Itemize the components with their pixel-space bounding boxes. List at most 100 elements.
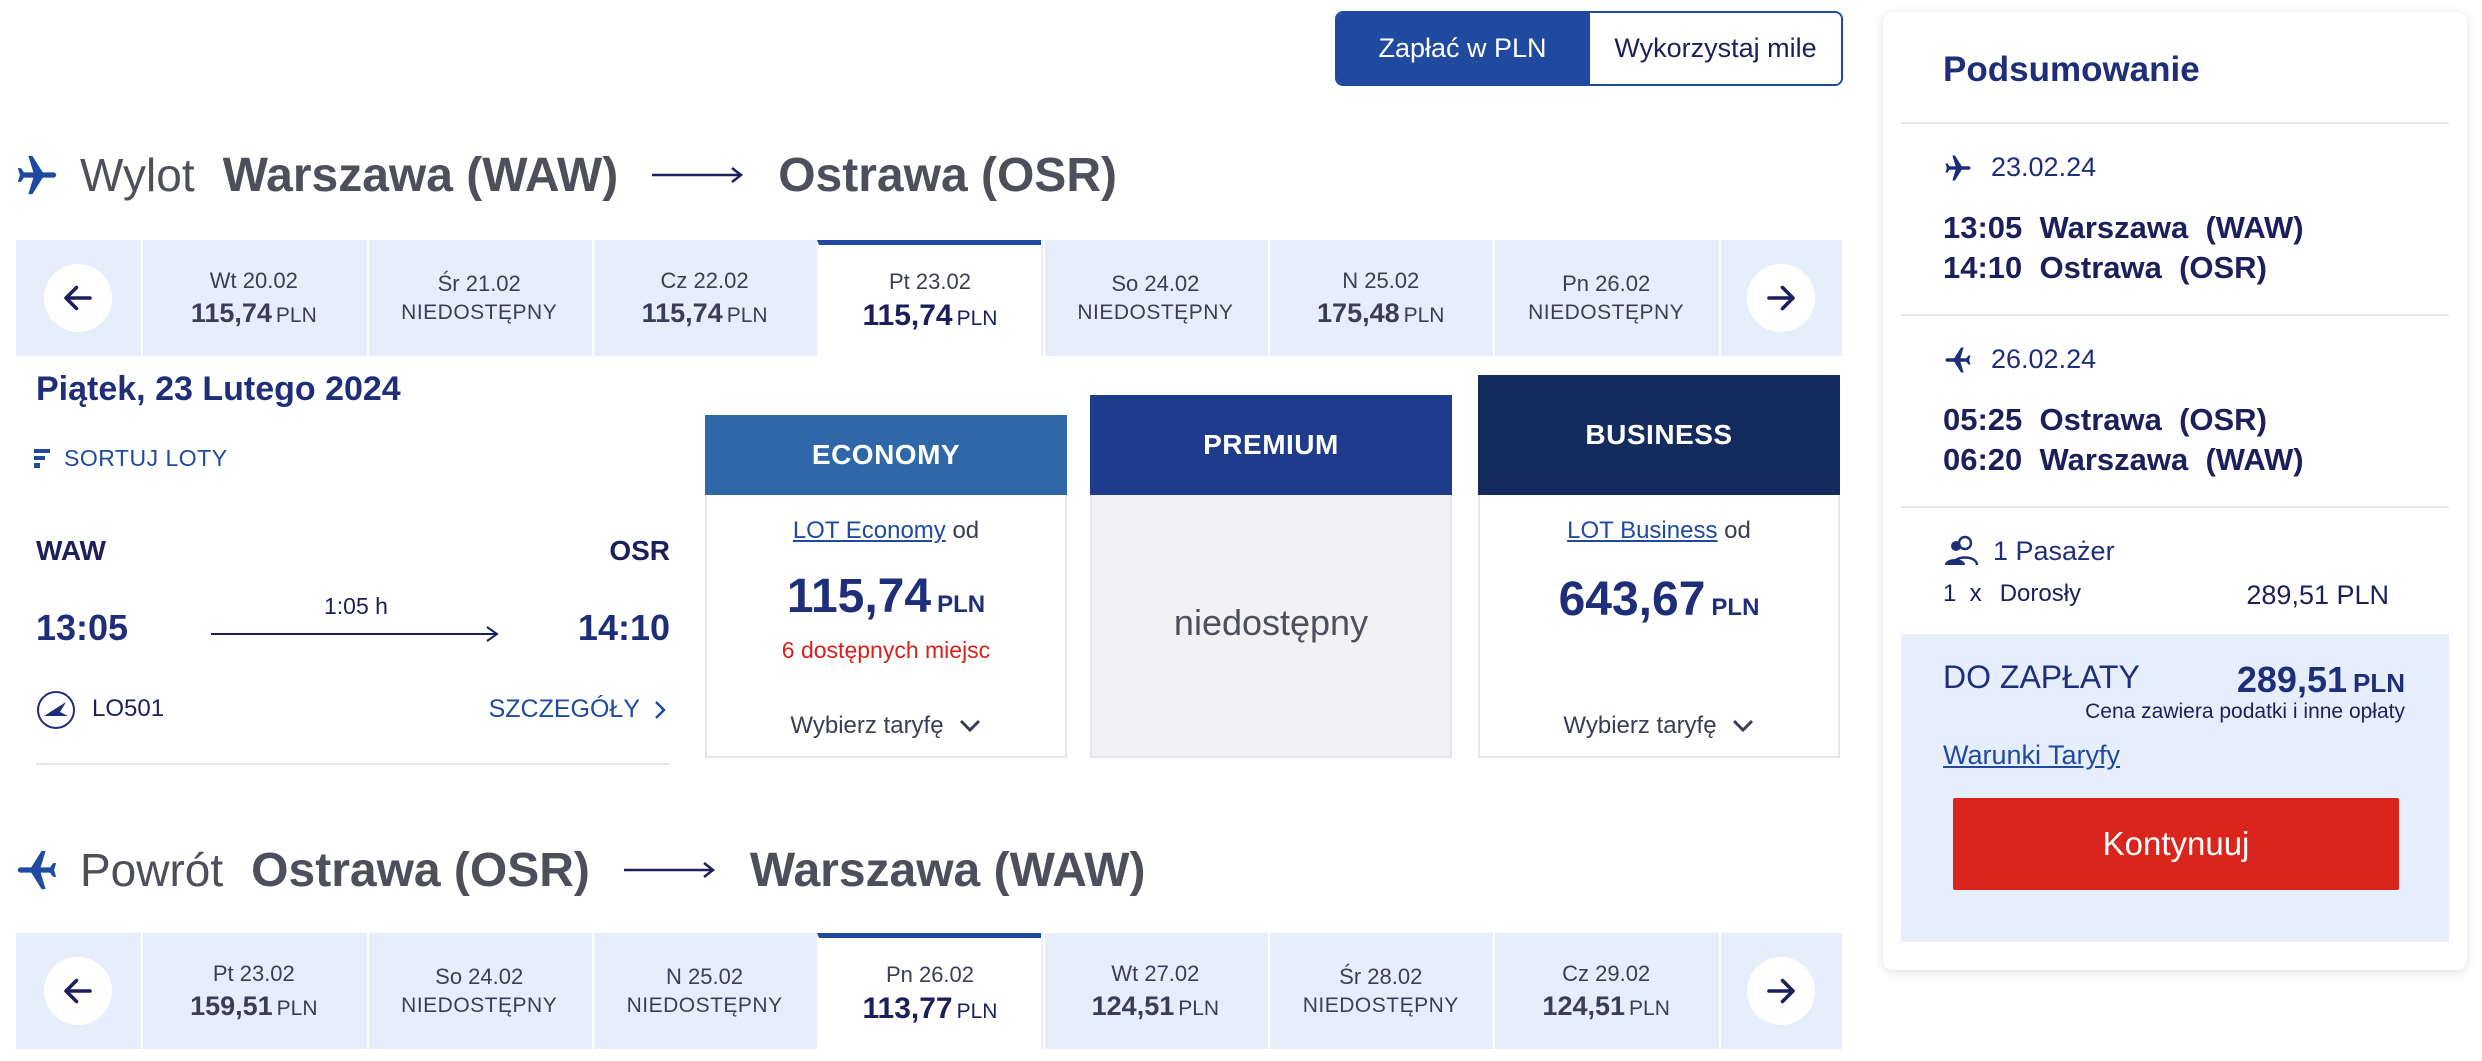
sort-icon <box>34 448 50 468</box>
date-label: Wt 20.02 <box>209 267 298 293</box>
details-label: SZCZEGÓŁY <box>488 695 640 723</box>
date-label: Cz 22.02 <box>660 267 749 293</box>
plane-icon <box>17 155 57 195</box>
pax-amount: 289,51 PLN <box>2246 580 2389 610</box>
fare-unavailable: niedostępny <box>1173 602 1369 643</box>
arrow-left-icon[interactable] <box>43 264 112 332</box>
date-option-selected[interactable]: Pt 23.02 115,74 PLN <box>817 240 1041 356</box>
next-dates-button[interactable] <box>1718 240 1842 356</box>
prev-dates-button[interactable] <box>16 240 139 356</box>
divider <box>1901 122 2449 124</box>
date-label: Cz 29.02 <box>1562 960 1651 986</box>
seats-left: 6 dostępnych miejsc <box>781 637 991 663</box>
outbound-header: Wylot Warszawa (WAW) Ostrawa (OSR) <box>14 140 1117 210</box>
date-price: 113,77 PLN <box>862 991 998 1025</box>
pay-pln-button[interactable]: Zapłać w PLN <box>1337 13 1588 84</box>
date-option[interactable]: Cz 29.02 124,51 PLN <box>1493 933 1717 1049</box>
chevron-down-icon <box>959 719 980 733</box>
destination-code: OSR <box>609 535 670 566</box>
date-label: N 25.02 <box>1342 267 1420 293</box>
fare-price: 115,74 PLN <box>786 570 986 623</box>
duration-arrow-icon <box>211 626 499 642</box>
sort-label: SORTUJ LOTY <box>64 445 228 471</box>
origin-code: WAW <box>36 535 106 566</box>
continue-button[interactable]: Kontynuuj <box>1953 798 2399 890</box>
route-arrow-icon <box>623 862 715 878</box>
lot-logo-icon <box>37 691 75 729</box>
date-option[interactable]: So 24.02 NIEDOSTĘPNY <box>366 933 590 1049</box>
pax-type: Dorosły <box>1999 580 2082 607</box>
use-miles-button[interactable]: Wykorzystaj mile <box>1588 13 1841 84</box>
date-label: So 24.02 <box>1111 271 1200 296</box>
chevron-right-icon <box>655 700 666 719</box>
date-option[interactable]: Pt 23.02 159,51 PLN <box>141 933 365 1049</box>
price-note: Cena zawiera podatki i inne opłaty <box>2085 700 2405 723</box>
passenger-count: 1 Pasażer <box>1943 535 2115 567</box>
outbound-summary-date: 23.02.24 <box>1943 152 2096 183</box>
fare-price: 643,67 PLN <box>1558 573 1760 626</box>
plane-icon <box>17 850 57 890</box>
date-price: 159,51 PLN <box>190 990 318 1021</box>
choose-fare-button[interactable]: Wybierz taryfę <box>1480 712 1838 740</box>
flight-duration: 1:05 h <box>324 593 388 619</box>
sort-flights-button[interactable]: SORTUJ LOTY <box>34 445 228 472</box>
inbound-summary-arrival: 06:20 Warszawa (WAW) <box>1943 442 2304 477</box>
arrow-left-icon[interactable] <box>43 957 112 1025</box>
fare-header-economy: ECONOMY <box>705 415 1067 495</box>
choose-fare-button[interactable]: Wybierz taryfę <box>707 712 1065 740</box>
choose-fare-label: Wybierz taryfę <box>1563 712 1717 739</box>
flight-row: WAW OSR 13:05 1:05 h 14:10 LO501 SZCZEGÓ… <box>36 535 670 765</box>
date-option[interactable]: N 25.02 NIEDOSTĘPNY <box>591 933 816 1049</box>
date-label: Pt 23.02 <box>212 960 295 986</box>
flight-details-link[interactable]: SZCZEGÓŁY <box>489 695 670 724</box>
date-option[interactable]: So 24.02 NIEDOSTĘPNY <box>1042 240 1267 356</box>
payment-box: DO ZAPŁATY 289,51 PLN Cena zawiera podatk… <box>1901 634 2449 942</box>
date-label: N 25.02 <box>666 964 744 989</box>
date-option[interactable]: Śr 28.02 NIEDOSTĘPNY <box>1268 933 1492 1049</box>
fare-card-premium: PREMIUM niedostępny <box>1090 395 1452 758</box>
prev-dates-button[interactable] <box>16 933 139 1049</box>
arrow-right-icon[interactable] <box>1747 264 1816 332</box>
date-label: Pn 26.02 <box>885 961 975 987</box>
arrival-time: 14:10 <box>577 607 670 648</box>
inbound-date-carousel: Pt 23.02 159,51 PLN So 24.02 NIEDOSTĘPNY N … <box>16 933 1842 1049</box>
date-label: Wt 27.02 <box>1111 960 1200 986</box>
date-label: Śr 21.02 <box>437 271 521 296</box>
fare-card-business[interactable]: BUSINESS LOT Business od 643,67 PLN Wybie… <box>1478 375 1840 758</box>
destination-city: Warszawa (WAW) <box>749 843 1146 897</box>
fare-header-business: BUSINESS <box>1478 375 1840 495</box>
fare-info-link[interactable]: LOT Business <box>1567 517 1718 544</box>
divider <box>1901 506 2449 508</box>
date-option[interactable]: Cz 22.02 115,74 PLN <box>591 240 816 356</box>
plane-icon <box>1945 347 1971 372</box>
pax-count: 1 x <box>1943 580 1982 607</box>
fare-terms-link[interactable]: Warunki Taryfy <box>1943 740 2121 770</box>
divider <box>1901 314 2449 316</box>
date-price: 115,74 PLN <box>190 297 317 328</box>
chevron-down-icon <box>1732 719 1753 733</box>
date-label: Pt 23.02 <box>889 268 971 294</box>
destination-city: Ostrawa (OSR) <box>778 148 1117 202</box>
date-option[interactable]: Pn 26.02 NIEDOSTĘPNY <box>1493 240 1717 356</box>
date-option[interactable]: N 25.02 175,48 PLN <box>1268 240 1492 356</box>
fare-card-economy[interactable]: ECONOMY LOT Economy od 115,74 PLN 6 dostę… <box>705 415 1067 758</box>
next-dates-button[interactable] <box>1718 933 1842 1049</box>
date-option[interactable]: Wt 27.02 124,51 PLN <box>1042 933 1267 1049</box>
inbound-summary-departure: 05:25 Ostrawa (OSR) <box>1943 402 2267 437</box>
date-option[interactable]: Śr 21.02 NIEDOSTĘPNY <box>366 240 590 356</box>
date-label: Śr 28.02 <box>1339 964 1423 989</box>
passenger-line: 1 x Dorosły 289,51 PLN <box>1943 580 2389 611</box>
arrow-right-icon[interactable] <box>1747 957 1816 1025</box>
passenger-icon <box>1945 535 1979 566</box>
date-unavailable: NIEDOSTĘPNY <box>1528 301 1685 324</box>
date-unavailable: NIEDOSTĘPNY <box>626 994 783 1017</box>
date-unavailable: NIEDOSTĘPNY <box>1302 994 1459 1017</box>
summary-title: Podsumowanie <box>1943 50 2200 89</box>
date-option-selected[interactable]: Pn 26.02 113,77 PLN <box>817 933 1041 1049</box>
route-arrow-icon <box>652 167 744 183</box>
fare-info-link[interactable]: LOT Economy <box>792 517 946 544</box>
date-option[interactable]: Wt 20.02 115,74 PLN <box>141 240 365 356</box>
origin-city: Ostrawa (OSR) <box>251 843 590 897</box>
booking-summary: Podsumowanie 23.02.24 13:05 Warszawa (WA… <box>1883 12 2467 970</box>
flight-number: LO501 <box>92 695 165 722</box>
